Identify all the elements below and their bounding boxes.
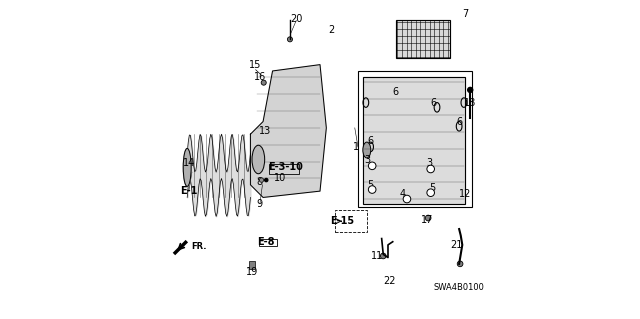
Text: 6: 6 [393, 86, 399, 97]
Circle shape [427, 189, 435, 197]
Text: 4: 4 [400, 189, 406, 199]
Text: 14: 14 [182, 158, 195, 168]
Text: 5: 5 [429, 183, 435, 193]
Text: 20: 20 [290, 14, 303, 24]
Text: 13: 13 [259, 126, 271, 136]
Text: E-8: E-8 [257, 237, 275, 247]
Text: E-3-10: E-3-10 [268, 162, 303, 172]
Text: 6: 6 [456, 116, 462, 127]
Circle shape [261, 80, 266, 85]
Circle shape [427, 165, 435, 173]
Circle shape [457, 261, 463, 267]
Text: 6: 6 [431, 98, 437, 108]
Text: FR.: FR. [191, 242, 207, 251]
Text: 11: 11 [371, 251, 383, 261]
Text: 18: 18 [464, 98, 476, 108]
Text: 2: 2 [328, 25, 334, 35]
Text: 5: 5 [367, 180, 374, 190]
Text: 8: 8 [256, 177, 262, 187]
Text: 6: 6 [367, 136, 374, 145]
Text: 7: 7 [462, 9, 468, 19]
Text: 21: 21 [450, 240, 462, 250]
Bar [396, 20, 450, 58]
Text: 19: 19 [246, 267, 258, 277]
Ellipse shape [183, 148, 191, 186]
Circle shape [403, 195, 411, 203]
Circle shape [468, 87, 473, 93]
Text: 9: 9 [257, 199, 263, 209]
Bar [259, 239, 276, 246]
Bar [396, 20, 450, 58]
Circle shape [287, 37, 292, 42]
Ellipse shape [252, 145, 265, 174]
Text: 12: 12 [460, 189, 472, 199]
Circle shape [369, 186, 376, 193]
Circle shape [265, 178, 268, 182]
Polygon shape [250, 65, 326, 197]
Circle shape [259, 178, 264, 182]
Text: 3: 3 [426, 158, 432, 168]
Bar [363, 77, 465, 204]
Text: 15: 15 [249, 60, 261, 70]
Circle shape [369, 162, 376, 170]
Ellipse shape [363, 142, 371, 158]
Text: 22: 22 [383, 276, 396, 286]
Bar [363, 77, 465, 204]
Bar [249, 261, 255, 269]
Text: E-1: E-1 [180, 186, 198, 196]
Circle shape [380, 253, 386, 259]
Text: 3: 3 [364, 154, 371, 165]
Circle shape [426, 215, 431, 221]
Text: 1: 1 [353, 142, 360, 152]
Text: 16: 16 [254, 72, 266, 82]
Bar [335, 210, 367, 232]
Text: SWA4B0100: SWA4B0100 [434, 283, 484, 292]
Text: E-15: E-15 [330, 216, 354, 226]
Text: 17: 17 [420, 215, 433, 225]
Bar [358, 71, 472, 207]
Text: 10: 10 [275, 174, 287, 183]
Bar [269, 164, 300, 174]
